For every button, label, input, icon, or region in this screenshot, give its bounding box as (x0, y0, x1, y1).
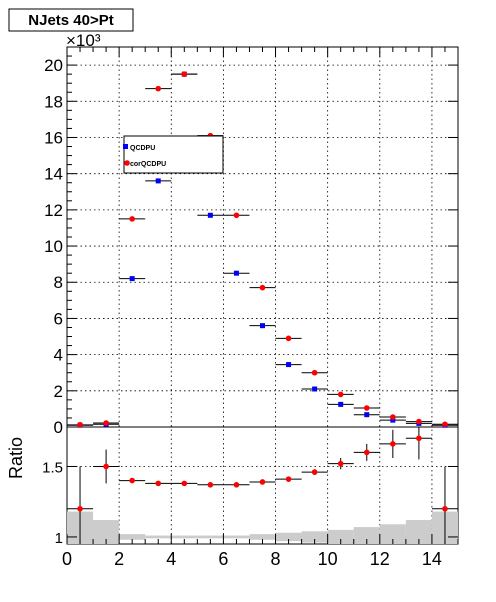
data-point-corqcdpu (155, 85, 162, 92)
data-point-corqcdpu (77, 422, 83, 428)
data-point-qcdpu (260, 323, 265, 329)
ratio-y-tick-label: 1.5 (42, 459, 63, 476)
data-point-corqcdpu (233, 212, 240, 219)
legend-marker-corqcdpu (124, 160, 130, 166)
axes: 0 2 4 6 8 10 12 14 16 18 20 0 2 4 6 8 10 12 14 1 1.5 (42, 47, 459, 569)
data-point-qcdpu (312, 386, 318, 392)
ratio-point (233, 481, 240, 488)
x-tick-label: 12 (370, 549, 390, 569)
data-point-qcdpu (364, 412, 370, 418)
legend-marker-qcdpu (123, 144, 128, 149)
ratio-point (285, 476, 292, 482)
ratio-point (155, 480, 162, 487)
band-bin (197, 535, 224, 539)
chart-title: NJets 40>Pt (28, 12, 113, 29)
data-point-corqcdpu (181, 71, 188, 77)
y-tick-label: 4 (54, 346, 63, 365)
title-box (8, 8, 134, 32)
data-point-corqcdpu (285, 335, 292, 342)
y-tick-label: 0 (54, 418, 63, 437)
y-tick-label: 12 (44, 201, 63, 220)
band-bin (327, 529, 354, 544)
main-plot-frame (66, 46, 459, 428)
x-tick-label: 8 (271, 549, 281, 569)
ratio-point (181, 480, 188, 487)
band-bin (405, 520, 432, 544)
ratio-point (311, 469, 318, 475)
x-tick-label: 2 (114, 549, 124, 569)
legend-label-corqcdpu: corQCDPU (130, 161, 166, 168)
data-point-qcdpu (338, 401, 344, 407)
legend: QCDPU corQCDPU (123, 135, 224, 174)
data-point-corqcdpu (337, 391, 344, 398)
y-tick-label: 8 (54, 273, 63, 292)
y-tick-label: 10 (44, 237, 63, 256)
data-point-corqcdpu (390, 414, 396, 420)
data-point-corqcdpu (259, 284, 266, 291)
data-point-qcdpu (207, 212, 213, 218)
band-bin (249, 534, 276, 540)
x-tick-label: 10 (318, 549, 338, 569)
x-tick-label: 0 (62, 549, 72, 569)
ratio-point (207, 481, 214, 488)
ratio-point (103, 463, 109, 470)
band-bin (145, 535, 172, 539)
data-point-corqcdpu (363, 405, 370, 411)
data-point-qcdpu (233, 270, 239, 276)
ratio-point (363, 449, 370, 456)
grid-lines (67, 47, 458, 544)
data-point-qcdpu (155, 178, 161, 184)
x-tick-label: 4 (166, 549, 176, 569)
y-tick-label: 14 (44, 165, 63, 184)
legend-box (123, 135, 224, 174)
ratio-point (337, 460, 344, 467)
y-tick-label: 16 (44, 128, 63, 147)
x-tick-label: 6 (218, 549, 228, 569)
band-bin (301, 531, 328, 543)
y-exponent-label: ×10³ (66, 31, 101, 50)
data-point-corqcdpu (416, 418, 422, 425)
y-tick-label: 6 (54, 309, 63, 328)
band-bin (119, 534, 146, 540)
data-point-qcdpu (129, 276, 135, 282)
band-bin (223, 535, 250, 539)
data-marks (67, 71, 458, 544)
y-tick-label: 18 (44, 92, 63, 111)
band-bin (379, 524, 406, 544)
data-point-corqcdpu (311, 369, 318, 376)
ratio-point (259, 479, 266, 485)
ratio-y-tick-label: 1 (55, 530, 63, 547)
frames (66, 46, 459, 545)
ratio-point (129, 477, 135, 484)
band-bin (353, 527, 380, 544)
data-point-corqcdpu (129, 216, 135, 222)
ratio-point (77, 505, 83, 512)
data-point-qcdpu (286, 362, 292, 368)
x-tick-label: 14 (422, 549, 442, 569)
band-bin (93, 520, 120, 544)
legend-label-qcdpu: QCDPU (130, 145, 155, 152)
ratio-point (390, 441, 396, 447)
data-point-qcdpu (390, 417, 396, 423)
ratio-point (442, 505, 448, 512)
band-bin (275, 532, 302, 542)
data-point-corqcdpu (103, 420, 109, 426)
y-tick-label: 20 (44, 56, 63, 75)
band-bin (171, 535, 198, 539)
ratio-axis-label: Ratio (6, 437, 26, 479)
y-tick-label: 2 (54, 382, 63, 401)
ratio-point (416, 435, 422, 442)
data-point-corqcdpu (442, 421, 448, 428)
